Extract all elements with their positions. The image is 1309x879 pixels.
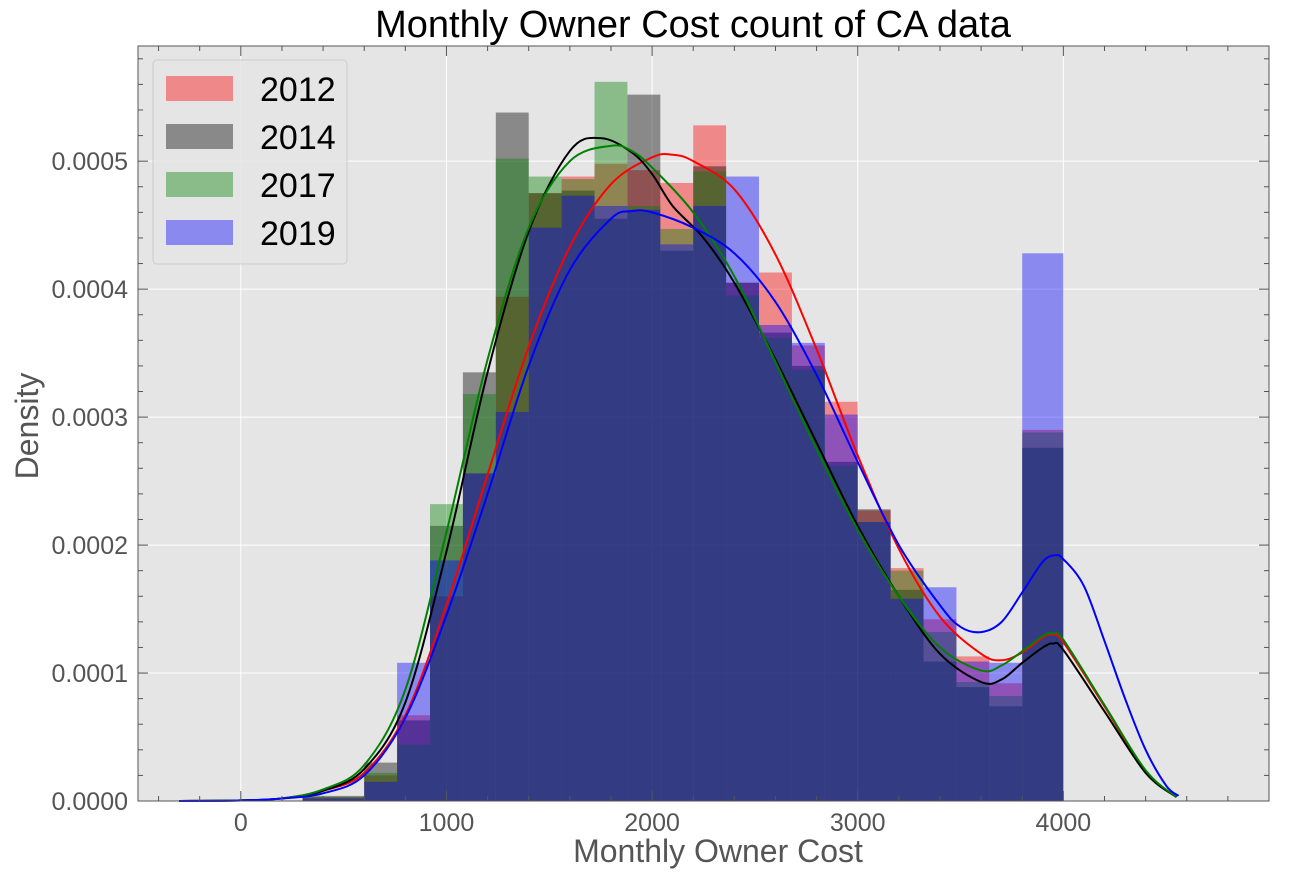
legend-swatch-2019 bbox=[166, 220, 233, 245]
bar-2019-23 bbox=[1022, 253, 1063, 801]
bar-2019-4 bbox=[397, 663, 430, 801]
bar-2019-15 bbox=[759, 325, 792, 801]
legend-swatch-2014 bbox=[166, 124, 233, 149]
bar-2019-10 bbox=[595, 206, 628, 801]
y-tick-label: 0.0004 bbox=[52, 276, 129, 304]
x-tick-label: 0 bbox=[234, 809, 248, 837]
bar-2019-3 bbox=[364, 782, 397, 801]
y-tick-label: 0.0003 bbox=[52, 404, 128, 432]
y-tick-label: 0.0005 bbox=[52, 148, 128, 176]
legend-label-2017: 2017 bbox=[260, 167, 336, 205]
bar-2019-16 bbox=[792, 343, 825, 801]
x-axis-title: Monthly Owner Cost bbox=[573, 833, 863, 869]
x-tick-label: 4000 bbox=[1036, 809, 1092, 837]
bar-2019-13 bbox=[693, 206, 726, 801]
y-axis-title: Density bbox=[9, 373, 45, 480]
bar-2019-9 bbox=[562, 196, 595, 801]
bar-2019-17 bbox=[825, 415, 858, 801]
legend-label-2012: 2012 bbox=[260, 71, 336, 109]
bar-2019-11 bbox=[627, 210, 660, 801]
bar-2019-18 bbox=[858, 522, 891, 801]
bar-2019-8 bbox=[529, 228, 562, 801]
legend-swatch-2017 bbox=[166, 172, 233, 197]
y-tick-label: 0.0001 bbox=[52, 660, 128, 688]
y-tick-label: 0.0000 bbox=[52, 788, 128, 816]
bar-2019-7 bbox=[496, 412, 529, 801]
bar-2019-19 bbox=[891, 599, 924, 801]
bar-2019-6 bbox=[463, 473, 496, 801]
y-tick-label: 0.0002 bbox=[52, 532, 128, 560]
x-tick-label: 1000 bbox=[419, 809, 475, 837]
legend-swatch-2012 bbox=[166, 76, 233, 101]
bar-2019-12 bbox=[660, 244, 693, 801]
legend-label-2019: 2019 bbox=[260, 215, 336, 253]
legend: 2012 2014 2017 2019 bbox=[153, 60, 347, 264]
legend-label-2014: 2014 bbox=[260, 119, 336, 157]
chart-title: Monthly Owner Cost count of CA data bbox=[375, 4, 1012, 46]
